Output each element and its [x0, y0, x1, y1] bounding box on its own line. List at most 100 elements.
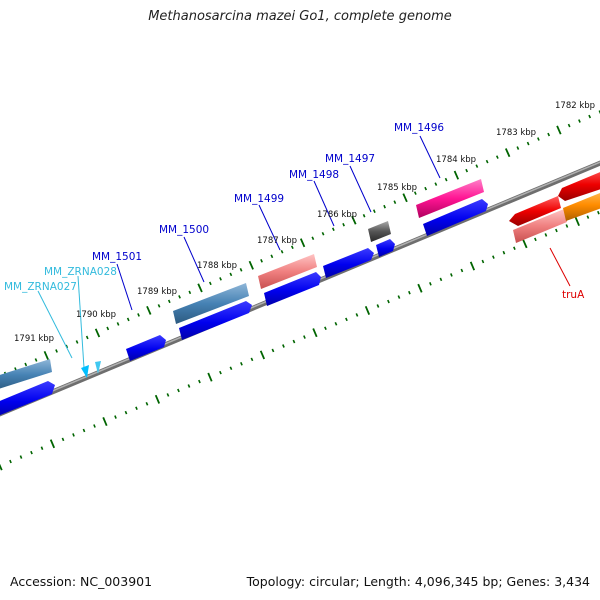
ruler-label: 1789 kbp [137, 287, 177, 297]
feature-orange-right[interactable] [563, 189, 600, 221]
ruler-major-tick [248, 260, 254, 270]
callout-line-mm1497 [349, 165, 372, 213]
feature-mm1501[interactable] [126, 335, 166, 361]
ruler-major-tick [102, 417, 108, 427]
ruler-major-tick [43, 350, 49, 360]
ruler-minor-tick [61, 437, 65, 442]
ruler-major-tick [504, 148, 511, 158]
ruler-major-tick [94, 328, 101, 338]
ruler-minor-tick [334, 321, 338, 326]
feature-blue-arrow-left[interactable] [0, 381, 55, 418]
ruler-minor-tick [282, 344, 285, 348]
ruler-minor-tick [219, 277, 222, 281]
map-title: Methanosarcina mazei Go1, complete genom… [148, 9, 452, 24]
feature-zrna027[interactable] [81, 365, 89, 378]
ruler-minor-tick [280, 249, 284, 254]
ruler-minor-tick [516, 146, 520, 150]
ruler-minor-tick [292, 339, 296, 344]
ruler-minor-tick [40, 446, 44, 450]
ruler-minor-tick [187, 384, 191, 388]
ruler-minor-tick [116, 322, 120, 326]
feature-blue-arrow-1496[interactable] [423, 199, 488, 236]
topology-text: Topology: circular; Length: 4,096,345 bp… [246, 574, 590, 589]
ruler-minor-tick [290, 245, 294, 250]
feature-mm1500[interactable] [173, 283, 249, 324]
ruler-major-tick [556, 125, 562, 135]
ruler-minor-tick [444, 177, 448, 182]
label-mm1498: MM_1498 [289, 169, 339, 181]
ruler-minor-tick [408, 290, 411, 295]
feature-red-arrow-right-lower[interactable] [509, 196, 561, 226]
ruler-minor-tick [75, 340, 79, 344]
ruler-label: 1788 kbp [197, 261, 237, 271]
feature-mm1498[interactable] [323, 248, 374, 278]
ruler-labels: 1782 kbp 1783 kbp 1784 kbp 1785 kbp 1786… [14, 101, 595, 344]
ruler-minor-tick [240, 361, 243, 366]
feature-mm1497[interactable] [368, 221, 391, 242]
feature-zrna028[interactable] [95, 361, 101, 374]
ruler-minor-tick [534, 237, 537, 242]
ruler-minor-tick [588, 114, 592, 119]
ruler-minor-tick [270, 254, 274, 259]
ruler-major-tick [312, 328, 318, 338]
ruler-major-tick [0, 463, 3, 471]
ruler-minor-tick [460, 268, 464, 273]
ruler-minor-tick [345, 317, 348, 322]
ruler-minor-tick [355, 313, 359, 317]
feature-mm1499[interactable] [258, 254, 317, 289]
ruler-minor-tick [450, 273, 453, 277]
outer-ruler-ticks [3, 110, 600, 376]
ruler-major-tick [207, 372, 213, 382]
callout-line-zrna027 [37, 290, 73, 359]
feature-trua[interactable] [513, 209, 567, 243]
ruler-minor-tick [250, 357, 254, 362]
feature-blue-small-1497[interactable] [376, 239, 395, 257]
ruler-minor-tick [219, 370, 222, 375]
ruler-minor-tick [135, 406, 138, 411]
ruler-minor-tick [19, 455, 23, 459]
ruler-minor-tick [30, 450, 33, 455]
ruler-minor-tick [372, 209, 376, 214]
ruler-label: 1784 kbp [436, 155, 476, 165]
ruler-minor-tick [492, 255, 495, 259]
label-zrna027: MM_ZRNA027 [4, 281, 77, 293]
ruler-label: 1791 kbp [14, 334, 54, 344]
ruler-minor-tick [331, 227, 335, 232]
feature-mm1496[interactable] [416, 179, 484, 218]
ruler-label: 1790 kbp [76, 310, 116, 320]
ruler-major-tick [453, 170, 460, 180]
ruler-major-tick [469, 261, 476, 271]
callout-line-mm1500 [183, 236, 205, 283]
ruler-minor-tick [106, 326, 110, 331]
ruler-minor-tick [55, 349, 58, 353]
ruler-major-tick [402, 193, 408, 203]
label-mm1497: MM_1497 [325, 153, 375, 165]
ruler-minor-tick [597, 210, 600, 215]
feature-blue-arrow-1499[interactable] [264, 272, 321, 306]
ruler-minor-tick [578, 119, 581, 123]
ruler-label: 1783 kbp [496, 128, 536, 138]
ruler-minor-tick [177, 388, 180, 393]
feature-steel-left[interactable] [0, 359, 52, 391]
ruler-minor-tick [586, 215, 590, 219]
accession-text: Accession: NC_003901 [10, 574, 153, 589]
ruler-major-tick [364, 305, 371, 315]
callout-line-mm1499 [258, 204, 281, 251]
callout-line-mm1501 [116, 263, 133, 311]
feature-blue-arrow-1500[interactable] [179, 301, 252, 340]
ruler-minor-tick [342, 222, 345, 227]
ruler-minor-tick [178, 295, 181, 299]
ruler-minor-tick [544, 233, 548, 237]
ruler-minor-tick [311, 236, 315, 241]
label-zrna028: MM_ZRNA028 [44, 266, 117, 278]
ruler-minor-tick [208, 281, 212, 286]
ruler-label: 1786 kbp [317, 210, 357, 220]
ruler-minor-tick [93, 424, 96, 428]
ruler-minor-tick [126, 317, 130, 322]
ruler-minor-tick [303, 335, 306, 339]
ruler-minor-tick [387, 299, 390, 304]
feature-red-arrow-right-upper[interactable] [558, 168, 600, 201]
ruler-minor-tick [502, 250, 506, 255]
